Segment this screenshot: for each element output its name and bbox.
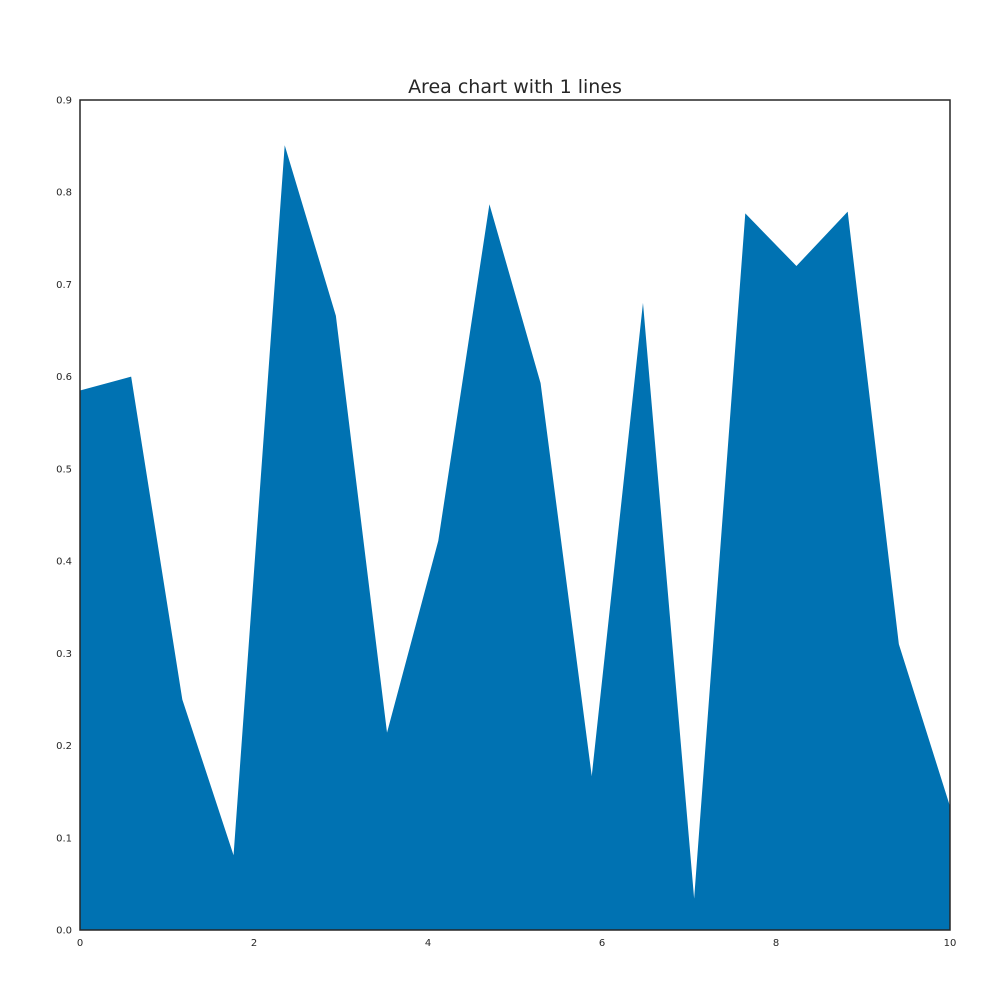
y-tick-label: 0.7 <box>56 280 72 291</box>
y-tick-label: 0.5 <box>56 464 72 475</box>
x-axis-ticks: 0 2 4 6 8 10 <box>77 938 957 949</box>
y-tick-label: 0.4 <box>56 557 72 568</box>
chart-title: Area chart with 1 lines <box>408 76 622 98</box>
y-tick-label: 0.0 <box>56 926 72 937</box>
y-tick-label: 0.2 <box>56 741 72 752</box>
y-axis-ticks: 0.0 0.1 0.2 0.3 0.4 0.5 0.6 0.7 0.8 0.9 <box>56 96 72 937</box>
x-tick-label: 0 <box>77 938 83 949</box>
y-tick-label: 0.8 <box>56 188 72 199</box>
area-series-0 <box>80 145 950 930</box>
x-tick-label: 8 <box>773 938 779 949</box>
y-tick-label: 0.3 <box>56 649 72 660</box>
x-tick-label: 2 <box>251 938 257 949</box>
y-tick-label: 0.6 <box>56 372 72 383</box>
y-tick-label: 0.9 <box>56 96 72 107</box>
y-tick-label: 0.1 <box>56 833 72 844</box>
plot-frame <box>79 99 951 931</box>
x-tick-label: 4 <box>425 938 431 949</box>
x-tick-label: 10 <box>944 938 957 949</box>
area-series-layer <box>80 145 950 930</box>
x-tick-label: 6 <box>599 938 605 949</box>
